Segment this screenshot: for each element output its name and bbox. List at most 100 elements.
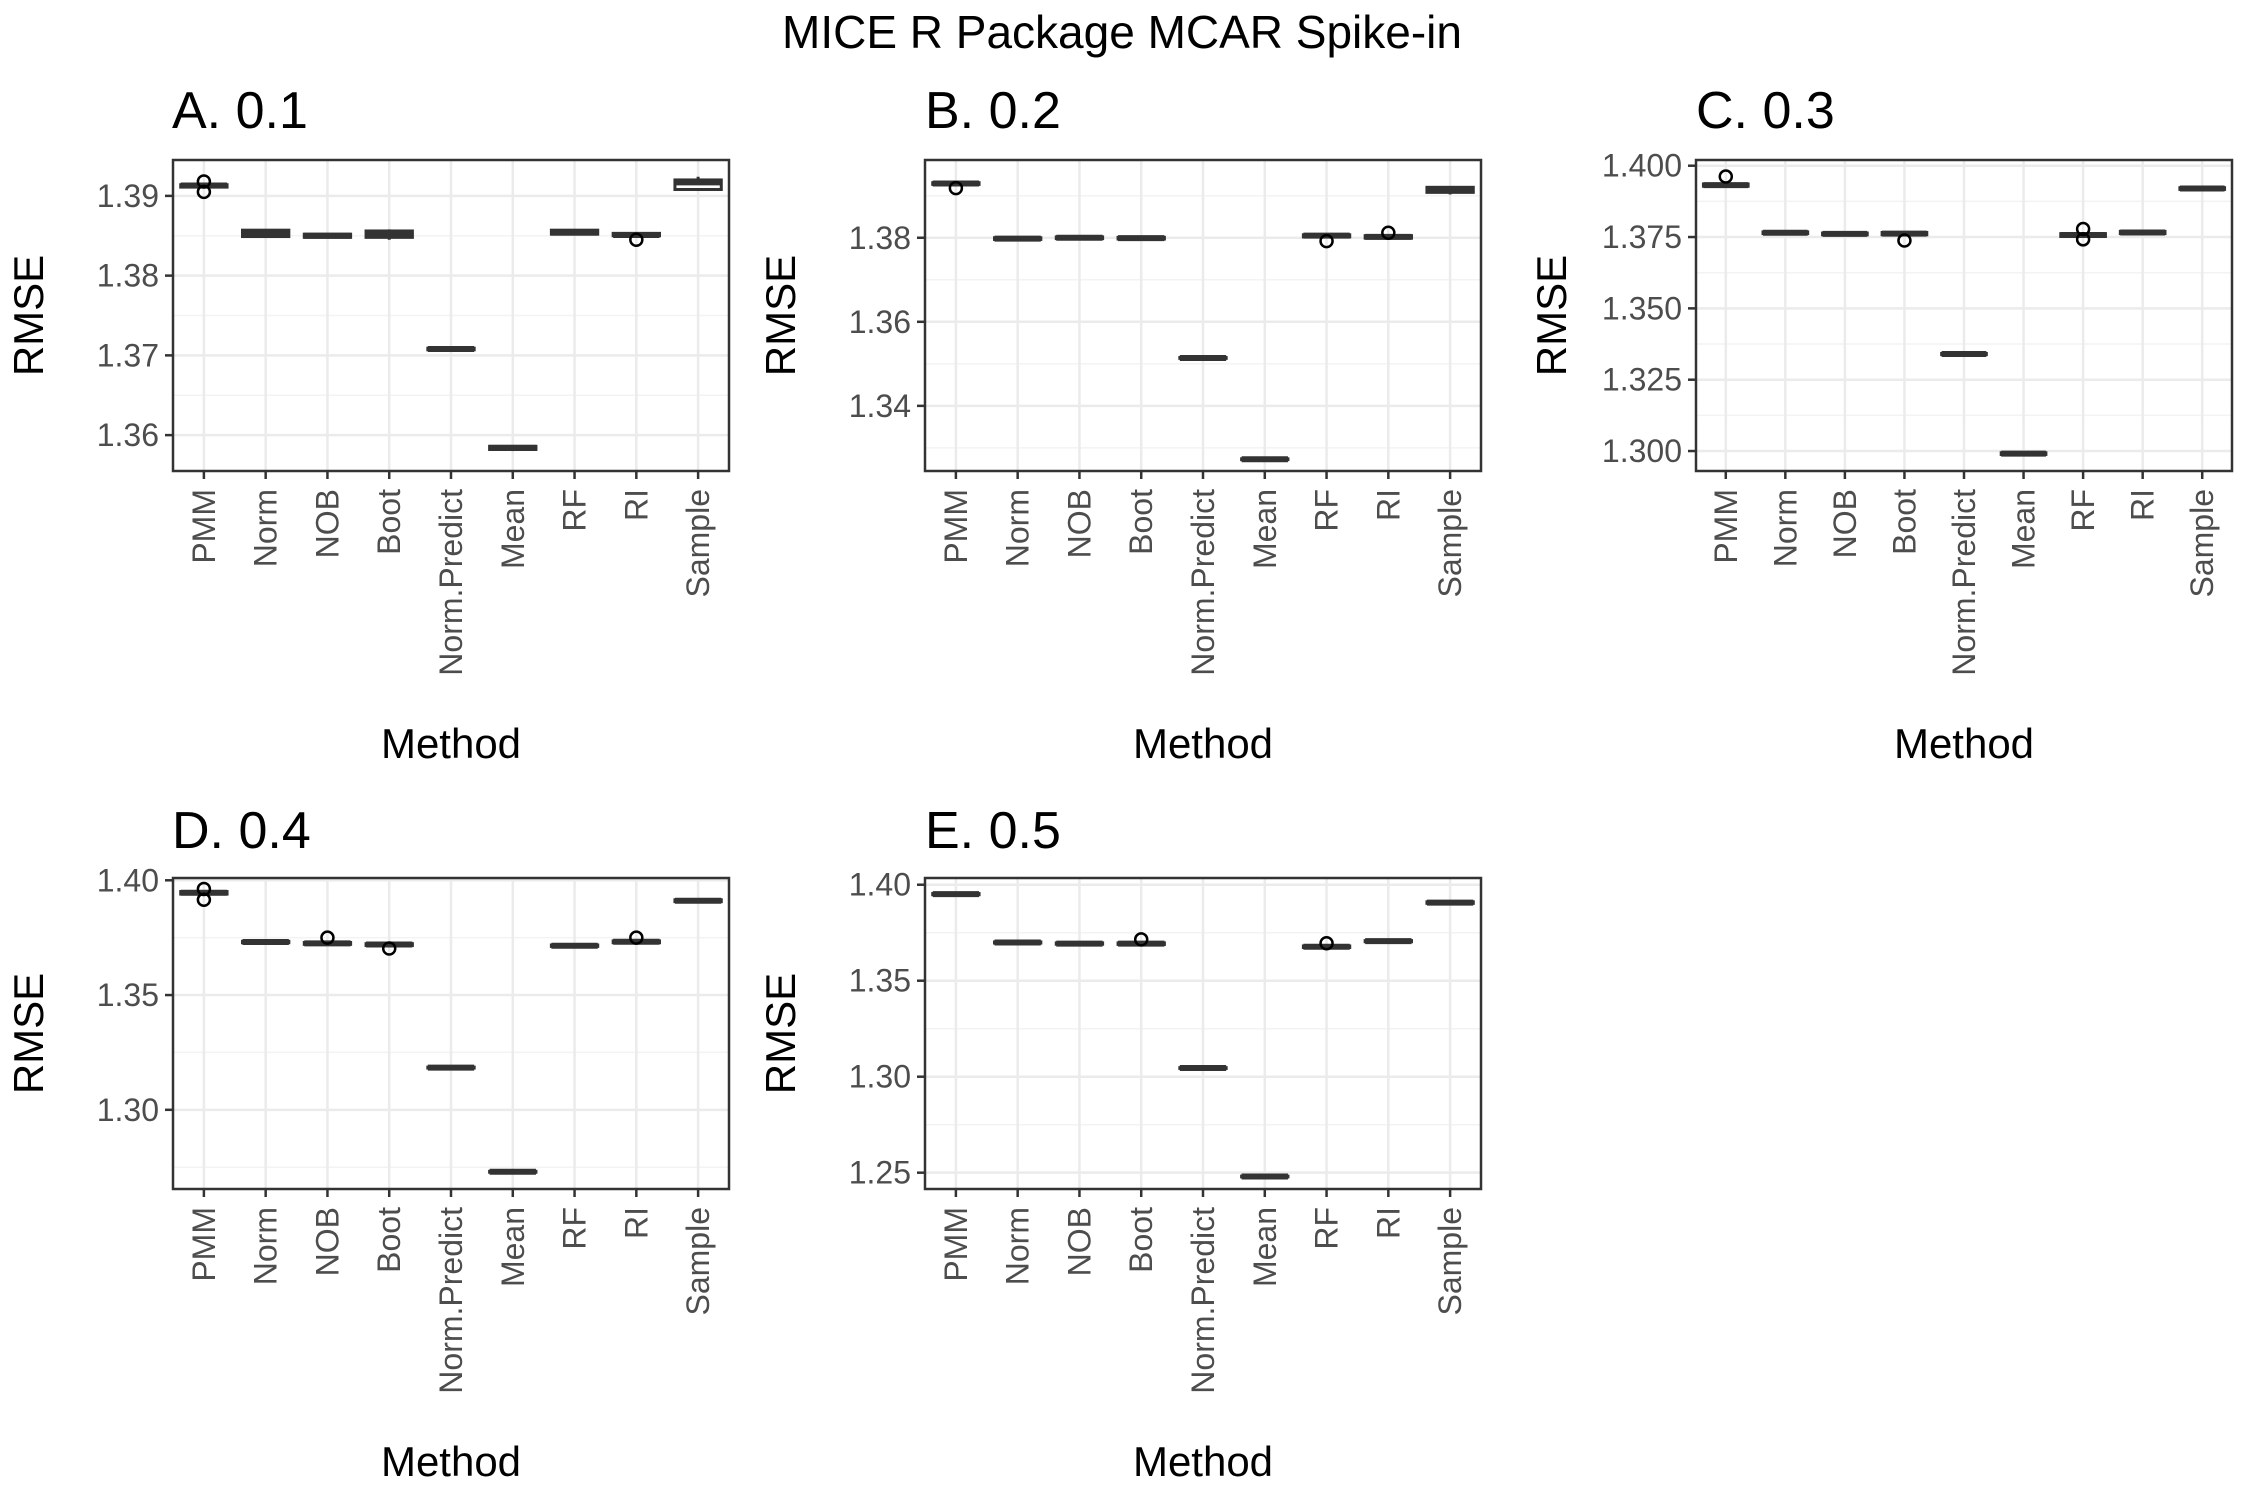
x-tick-label: Norm: [1000, 1207, 1036, 1285]
x-tick-label: Sample: [1432, 1207, 1468, 1316]
x-tick-label: Norm.Predict: [433, 489, 469, 676]
x-tick-label: RF: [557, 489, 593, 532]
x-tick-label: Norm: [1767, 489, 1803, 567]
panel-title: B. 0.2: [925, 82, 1061, 140]
box-sample: [673, 897, 723, 904]
y-tick-label: 1.35: [97, 977, 159, 1013]
x-tick-label: NOB: [1061, 1207, 1097, 1276]
box-rf: [549, 942, 600, 949]
x-tick-label: Boot: [371, 1207, 407, 1273]
box-pmm: [931, 891, 981, 898]
y-tick-label: 1.35: [849, 963, 911, 999]
x-tick-label: PMM: [1708, 489, 1744, 564]
box-rf: [549, 228, 600, 236]
box-rf: [2059, 221, 2107, 247]
x-tick-label: RF: [1309, 1207, 1345, 1250]
x-axis-title: Method: [381, 720, 521, 767]
box-norm: [993, 939, 1043, 946]
x-tick-label: RI: [1370, 1207, 1406, 1239]
x-tick-label: PMM: [938, 489, 974, 564]
panel-title: A. 0.1: [172, 82, 308, 140]
box-pmm: [931, 180, 981, 196]
x-tick-label: NOB: [1061, 489, 1097, 558]
x-axis-title: Method: [1894, 720, 2034, 767]
x-tick-label: Mean: [495, 1207, 531, 1287]
box-ri: [1363, 225, 1413, 240]
y-tick-label: 1.325: [1602, 362, 1682, 398]
x-tick-label: PMM: [186, 489, 222, 564]
outlier-point: [1133, 932, 1149, 947]
x-axis-title: Method: [1133, 1438, 1273, 1485]
box-boot: [364, 941, 414, 956]
box-mean: [1999, 450, 2048, 457]
panel-title: D. 0.4: [172, 802, 311, 860]
box-ri: [611, 930, 662, 945]
outlier-point: [1319, 936, 1334, 951]
box-sample: [1425, 899, 1475, 906]
outlier-point: [1381, 225, 1396, 240]
x-tick-label: RI: [618, 489, 654, 521]
outlier-point: [948, 180, 964, 196]
panel-5: 1.25 1.30 1.35 1.40 PMM Norm NOB Boot Norm.Predi…: [757, 802, 1483, 1485]
x-tick-label: Boot: [371, 489, 407, 555]
x-tick-label: Sample: [680, 1207, 716, 1316]
box-ri: [1363, 938, 1413, 945]
box-sample: [673, 176, 723, 192]
box-ri: [2118, 229, 2167, 236]
x-tick-label: Norm: [1000, 489, 1036, 567]
panel-4: 1.30 1.35 1.40 PMM Norm NOB Boot Norm.Predict Me…: [5, 802, 731, 1485]
outlier-point: [381, 941, 397, 956]
box-rf: [1301, 936, 1352, 951]
x-tick-label: RF: [557, 1207, 593, 1250]
y-tick-label: 1.30: [849, 1059, 911, 1095]
box-nob: [1054, 940, 1105, 947]
box-norm-predict: [1178, 1065, 1228, 1072]
outlier-point: [196, 184, 212, 200]
x-axis-title: Method: [1133, 720, 1273, 767]
x-tick-label: Mean: [1247, 489, 1283, 569]
x-tick-label: Norm: [248, 489, 284, 567]
outlier-point: [1897, 233, 1912, 248]
y-tick-label: 1.350: [1602, 290, 1682, 326]
outlier-point: [1319, 233, 1334, 249]
box-sample: [1425, 185, 1475, 195]
panel-1: 1.36 1.37 1.38 1.39 PMM Norm NOB Boot Norm.Predi…: [5, 82, 731, 767]
outlier-point: [629, 232, 644, 247]
box-boot: [1116, 932, 1166, 947]
y-tick-label: 1.37: [97, 337, 159, 373]
panel-title: C. 0.3: [1696, 82, 1835, 140]
box-norm: [241, 939, 291, 946]
y-axis-title: RMSE: [5, 255, 52, 376]
box-boot: [1880, 230, 1929, 248]
outlier-point: [2075, 221, 2091, 237]
box-mean: [1240, 456, 1290, 463]
y-tick-label: 1.36: [849, 304, 911, 340]
y-tick-label: 1.375: [1602, 219, 1682, 255]
x-tick-label: Mean: [495, 489, 531, 569]
x-tick-label: RF: [1309, 489, 1345, 532]
box-nob: [302, 232, 353, 239]
x-tick-label: Boot: [1886, 489, 1922, 555]
x-tick-label: Norm.Predict: [1185, 1207, 1221, 1394]
y-tick-label: 1.39: [97, 178, 159, 214]
box-pmm: [179, 174, 229, 200]
y-tick-label: 1.40: [849, 867, 911, 903]
box-nob: [302, 930, 353, 947]
y-tick-label: 1.38: [849, 220, 911, 256]
box-norm-predict: [426, 345, 476, 352]
y-tick-label: 1.38: [97, 258, 159, 294]
panel-2: 1.34 1.36 1.38 PMM Norm NOB Boot Norm.Predict Me…: [757, 82, 1483, 767]
box-nob: [1054, 234, 1105, 241]
panel-title: E. 0.5: [925, 802, 1061, 860]
x-tick-label: RF: [2065, 489, 2101, 532]
box-sample: [2178, 185, 2227, 192]
y-axis-title: RMSE: [5, 973, 52, 1094]
box-norm-predict: [1940, 351, 1988, 358]
outlier-point: [1718, 169, 1734, 184]
panel-3: 1.300 1.325 1.350 1.375 1.400 PMM Norm NOB Boot N…: [1528, 82, 2234, 767]
figure-title: MICE R Package MCAR Spike-in: [782, 6, 1462, 58]
y-tick-label: 1.34: [849, 388, 911, 424]
box-rf: [1301, 232, 1352, 249]
box-mean: [488, 444, 538, 452]
